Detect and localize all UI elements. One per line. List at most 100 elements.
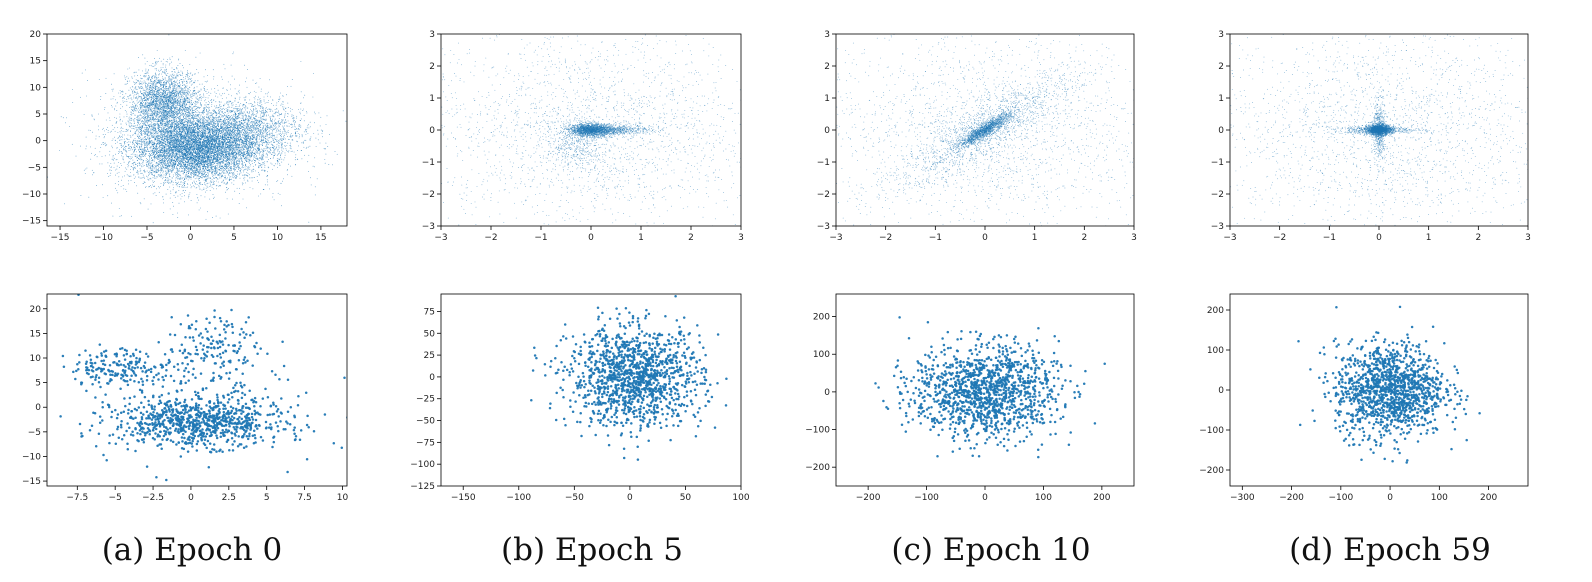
data-point bbox=[172, 129, 174, 131]
data-point bbox=[160, 176, 162, 178]
data-point bbox=[137, 163, 139, 164]
data-point bbox=[223, 171, 225, 173]
data-point bbox=[141, 166, 143, 168]
data-point bbox=[228, 156, 230, 158]
data-point bbox=[221, 131, 222, 133]
data-point bbox=[207, 171, 209, 173]
data-point bbox=[175, 179, 177, 181]
data-point bbox=[162, 151, 164, 153]
data-point bbox=[211, 174, 213, 176]
data-point bbox=[143, 137, 145, 138]
data-point bbox=[182, 176, 184, 178]
data-point bbox=[183, 131, 185, 133]
data-point bbox=[137, 140, 139, 141]
data-point bbox=[144, 172, 146, 173]
data-point bbox=[210, 161, 211, 163]
data-point bbox=[194, 137, 196, 139]
data-point bbox=[230, 176, 232, 178]
data-point bbox=[196, 183, 198, 185]
data-point bbox=[225, 176, 226, 178]
data-point bbox=[239, 172, 241, 174]
data-point bbox=[145, 186, 147, 188]
data-point bbox=[224, 169, 226, 171]
data-point bbox=[176, 134, 177, 136]
data-point bbox=[239, 160, 241, 162]
data-point bbox=[215, 120, 216, 122]
data-point bbox=[185, 132, 187, 134]
data-point bbox=[218, 110, 219, 112]
data-point bbox=[182, 159, 184, 161]
data-point bbox=[227, 171, 229, 172]
data-point bbox=[216, 113, 218, 115]
data-point bbox=[148, 172, 149, 174]
data-point bbox=[169, 160, 171, 162]
data-point bbox=[133, 152, 135, 154]
data-point bbox=[221, 167, 223, 169]
data-point bbox=[211, 169, 213, 171]
data-point bbox=[143, 177, 145, 179]
data-point bbox=[215, 136, 217, 138]
data-point bbox=[157, 161, 159, 163]
data-point bbox=[233, 174, 235, 176]
data-point bbox=[150, 127, 152, 129]
data-point bbox=[239, 167, 241, 169]
data-point bbox=[214, 127, 216, 129]
data-point bbox=[158, 169, 160, 171]
data-point bbox=[216, 180, 217, 182]
data-point bbox=[166, 131, 168, 133]
data-point bbox=[150, 160, 152, 162]
data-point bbox=[244, 173, 246, 175]
data-point bbox=[117, 153, 119, 155]
data-point bbox=[133, 125, 135, 127]
data-point bbox=[172, 157, 174, 159]
data-point bbox=[235, 163, 237, 165]
data-point bbox=[198, 185, 200, 187]
data-point bbox=[226, 133, 227, 135]
data-point bbox=[147, 147, 148, 149]
data-point bbox=[165, 171, 167, 173]
data-point bbox=[227, 135, 229, 137]
data-point bbox=[119, 149, 121, 151]
data-point bbox=[204, 108, 205, 110]
data-point bbox=[192, 166, 194, 168]
data-point bbox=[183, 164, 185, 166]
data-point bbox=[154, 158, 156, 160]
data-point bbox=[194, 114, 196, 116]
data-point bbox=[175, 181, 176, 183]
data-point bbox=[244, 111, 245, 113]
data-point bbox=[246, 166, 248, 167]
data-point bbox=[128, 141, 130, 143]
data-point bbox=[187, 168, 189, 170]
data-point bbox=[207, 172, 209, 174]
data-point bbox=[196, 143, 198, 145]
data-point bbox=[209, 121, 211, 123]
data-point bbox=[245, 155, 246, 157]
data-point bbox=[238, 124, 240, 126]
data-point bbox=[178, 170, 180, 172]
data-point bbox=[172, 131, 174, 133]
data-point bbox=[242, 162, 244, 164]
data-point bbox=[198, 139, 200, 141]
data-point bbox=[135, 149, 137, 151]
data-point bbox=[248, 156, 250, 158]
data-point bbox=[184, 162, 186, 164]
data-point bbox=[122, 176, 123, 178]
data-point bbox=[164, 162, 166, 164]
data-point bbox=[231, 145, 233, 147]
data-point bbox=[264, 161, 266, 163]
data-point bbox=[152, 193, 154, 195]
data-point bbox=[198, 132, 200, 134]
data-point bbox=[203, 122, 205, 124]
data-point bbox=[148, 161, 150, 163]
data-point bbox=[242, 182, 244, 184]
data-point bbox=[139, 170, 141, 172]
data-point bbox=[201, 153, 203, 155]
data-point bbox=[182, 170, 184, 172]
data-point bbox=[168, 141, 170, 143]
data-point bbox=[212, 171, 214, 173]
data-point bbox=[184, 201, 186, 203]
data-point bbox=[166, 177, 168, 179]
data-point bbox=[180, 138, 182, 140]
data-point bbox=[183, 163, 184, 165]
data-point bbox=[274, 128, 276, 130]
